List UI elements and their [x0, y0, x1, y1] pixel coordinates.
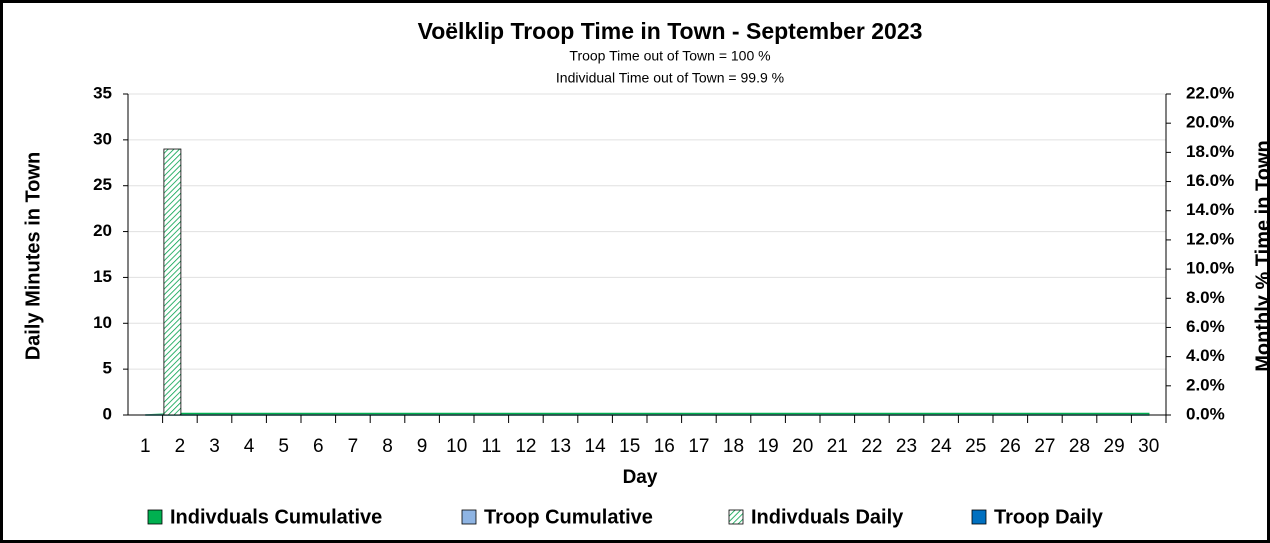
- x-tick-label: 13: [550, 436, 571, 457]
- y2-tick-label: 0.0%: [1186, 404, 1225, 423]
- x-tick-label: 14: [585, 436, 607, 457]
- y2-tick-label: 6.0%: [1186, 317, 1225, 336]
- x-tick-label: 29: [1104, 436, 1125, 457]
- y-tick-label: 10: [93, 313, 112, 332]
- x-tick-label: 22: [861, 436, 882, 457]
- x-tick-label: 3: [209, 436, 220, 457]
- x-tick-label: 7: [348, 436, 359, 457]
- x-tick-label: 12: [515, 436, 536, 457]
- y-axis-label: Daily Minutes in Town: [22, 152, 44, 361]
- x-tick-label: 1: [140, 436, 151, 457]
- x-tick-label: 9: [417, 436, 428, 457]
- y2-axis-label: Monthly % Time in Town: [1252, 140, 1270, 371]
- x-tick-label: 15: [619, 436, 640, 457]
- x-tick-label: 5: [278, 436, 289, 457]
- y2-tick-label: 10.0%: [1186, 259, 1234, 278]
- x-tick-label: 10: [446, 436, 467, 457]
- legend-item: Troop Cumulative: [461, 506, 653, 528]
- y-tick-label: 20: [93, 221, 112, 240]
- chart-title: Voëlklip Troop Time in Town - September …: [418, 18, 923, 44]
- x-tick-label: 11: [481, 436, 501, 457]
- x-tick-label: 28: [1069, 436, 1090, 457]
- x-tick-label: 8: [382, 436, 393, 457]
- legend-label: Indivduals Cumulative: [170, 506, 382, 528]
- y-tick-label: 30: [93, 129, 112, 148]
- legend-swatch: [147, 509, 163, 525]
- y-tick-label: 5: [103, 359, 112, 378]
- y-tick-label: 25: [93, 175, 112, 194]
- x-tick-label: 16: [654, 436, 675, 457]
- bar: [163, 148, 182, 416]
- y2-tick-label: 4.0%: [1186, 346, 1225, 365]
- x-tick-label: 24: [931, 436, 953, 457]
- subtitle: Individual Time out of Town = 99.9 %: [556, 70, 784, 86]
- legend-label: Indivduals Daily: [751, 506, 904, 528]
- x-tick-label: 2: [175, 436, 186, 457]
- y2-tick-label: 22.0%: [1186, 83, 1234, 102]
- x-tick-label: 4: [244, 436, 255, 457]
- legend-label: Troop Cumulative: [484, 506, 653, 528]
- x-tick-label: 25: [965, 436, 986, 457]
- x-tick-label: 19: [758, 436, 779, 457]
- legend-item: Indivduals Daily: [728, 506, 904, 528]
- legend-item: Troop Daily: [971, 506, 1104, 528]
- y2-tick-label: 18.0%: [1186, 142, 1234, 161]
- legend-swatch: [461, 509, 477, 525]
- x-tick-label: 6: [313, 436, 324, 457]
- legend-swatch: [728, 509, 744, 525]
- legend-swatch: [971, 509, 987, 525]
- legend-label: Troop Daily: [994, 506, 1104, 528]
- y-tick-label: 35: [93, 83, 112, 102]
- x-axis-label: Day: [623, 467, 658, 488]
- x-tick-label: 27: [1034, 436, 1055, 457]
- y-tick-label: 0: [103, 404, 112, 423]
- x-tick-label: 26: [1000, 436, 1021, 457]
- x-tick-label: 18: [723, 436, 744, 457]
- x-tick-label: 30: [1138, 436, 1159, 457]
- x-tick-label: 21: [827, 436, 848, 457]
- y-tick-label: 15: [93, 267, 112, 286]
- y2-tick-label: 20.0%: [1186, 113, 1234, 132]
- y2-tick-label: 2.0%: [1186, 375, 1225, 394]
- x-tick-label: 20: [792, 436, 813, 457]
- x-tick-label: 17: [688, 436, 709, 457]
- y2-tick-label: 12.0%: [1186, 229, 1234, 248]
- subtitle: Troop Time out of Town = 100 %: [569, 48, 770, 64]
- y2-tick-label: 16.0%: [1186, 171, 1234, 190]
- x-tick-label: 23: [896, 436, 917, 457]
- legend-item: Indivduals Cumulative: [147, 506, 382, 528]
- y2-tick-label: 8.0%: [1186, 288, 1225, 307]
- y2-tick-label: 14.0%: [1186, 200, 1234, 219]
